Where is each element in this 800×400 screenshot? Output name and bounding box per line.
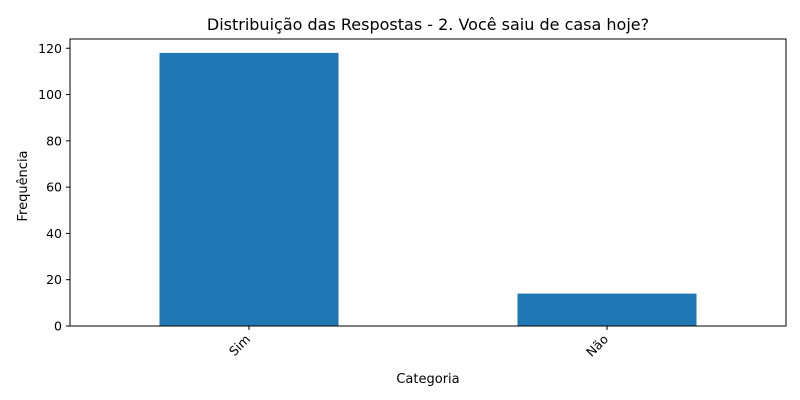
plot-frame [69,38,787,327]
x-tick-label-não: Não [583,332,611,360]
y-tick-label: 120 [38,41,62,56]
y-tick-label: 40 [46,226,62,241]
bar-sim [159,52,339,327]
chart-title: Distribuição das Respostas - 2. Você sai… [207,15,649,34]
y-axis-label: Frequência [16,150,31,221]
y-tick-label: 0 [54,319,62,334]
x-axis-label: Categoria [396,372,459,387]
y-tick-label: 20 [46,272,62,287]
bar-não [517,293,697,326]
plot-area: 0 20 40 60 80 100 120 Sim Não [38,38,787,360]
y-tick-label: 100 [38,87,62,102]
y-tick-label: 80 [46,133,62,148]
y-tick-label: 60 [46,180,62,195]
x-tick-label-sim: Sim [226,332,253,359]
